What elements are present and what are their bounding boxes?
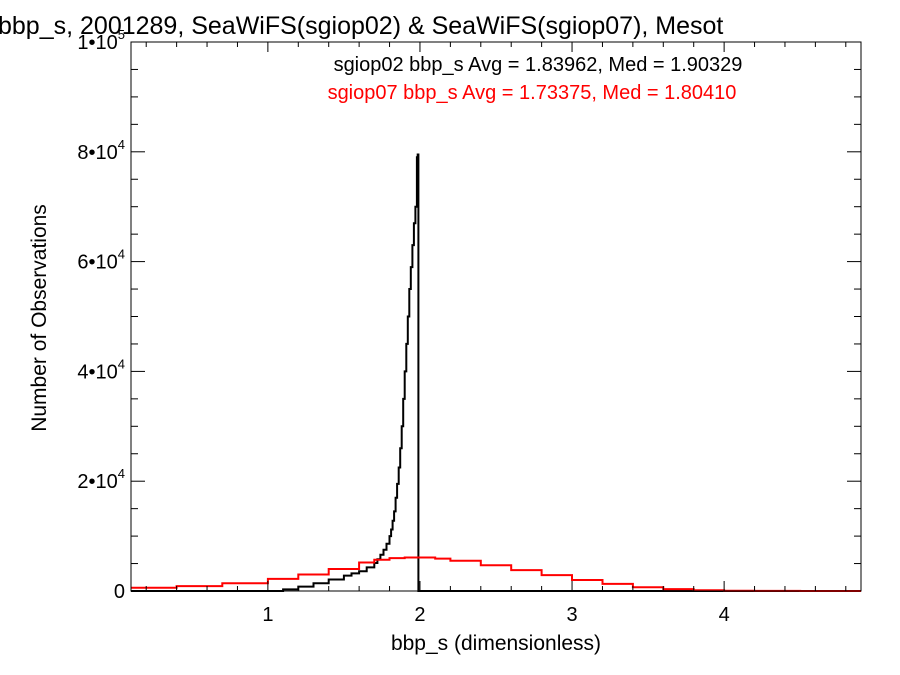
y-tick-label-5: 1•105 — [77, 27, 125, 54]
plot-frame — [130, 41, 862, 592]
series-1-line — [131, 556, 861, 592]
y-tick-label-4: 8•104 — [77, 137, 125, 164]
y-axis-label: Number of Observations — [28, 204, 51, 432]
axis-ticks — [131, 41, 861, 592]
x-tick-label-2: 3 — [566, 604, 577, 626]
tick-labels: 1 2 3 4 0 2•104 4•104 6•104 8•104 1•105 — [77, 27, 729, 626]
y-tick-label-3: 6•104 — [77, 247, 125, 274]
y-tick-label-1: 2•104 — [77, 466, 125, 493]
plot-series — [131, 153, 861, 592]
annotation-sgiop02: sgiop02 bbp_s Avg = 1.83962, Med = 1.903… — [334, 54, 743, 76]
annotation-sgiop07: sgiop07 bbp_s Avg = 1.73375, Med = 1.804… — [328, 82, 737, 104]
x-tick-label-3: 4 — [719, 604, 730, 626]
y-tick-label-0: 0 — [114, 581, 125, 603]
x-tick-label-0: 1 — [262, 604, 273, 626]
x-axis-label: bbp_s (dimensionless) — [391, 632, 601, 655]
x-tick-label-1: 2 — [414, 604, 425, 626]
y-tick-label-2: 4•104 — [77, 356, 125, 383]
series-0-line — [131, 153, 861, 592]
chart-title: bbp_s, 2001289, SeaWiFS(sgiop02) & SeaWi… — [0, 12, 723, 40]
